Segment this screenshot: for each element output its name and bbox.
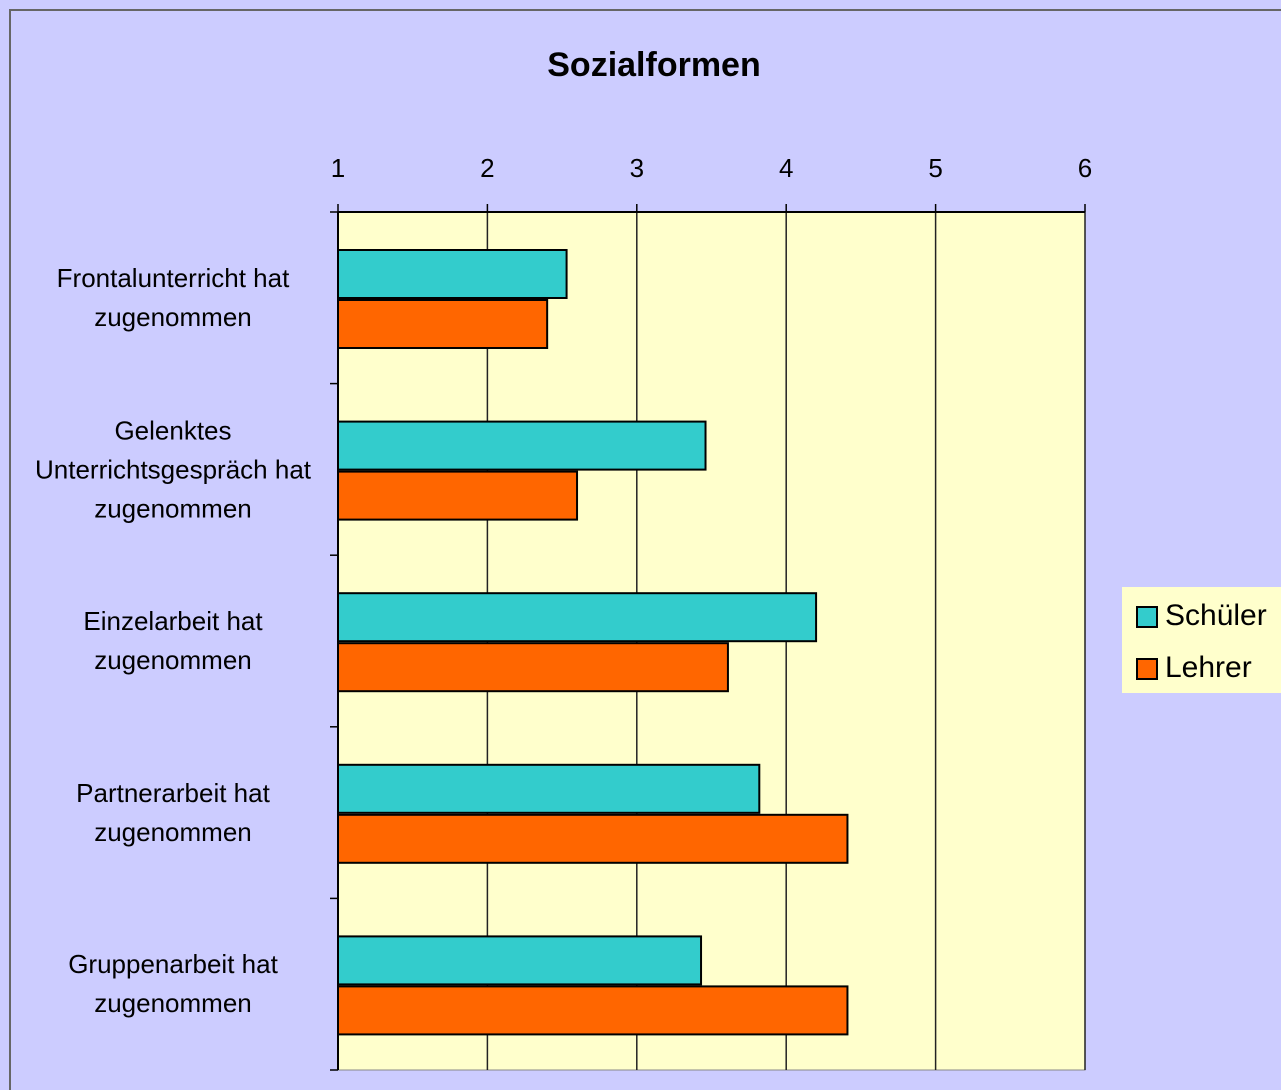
x-tick-label: 2 [480, 153, 494, 183]
x-tick-label: 4 [779, 153, 793, 183]
y-tick-label: Gelenktes Unterrichtsgespräch hat zugeno… [34, 415, 312, 524]
bar [337, 470, 579, 521]
y-tick-label: Gruppenarbeit hat zugenommen [68, 949, 278, 1019]
y-tick-label: Einzelarbeit hat zugenommen [83, 606, 263, 676]
bar [337, 249, 568, 299]
x-tick-label: 3 [630, 153, 644, 183]
x-tick-label: 6 [1078, 153, 1092, 183]
legend-swatch [1136, 658, 1158, 680]
bar [337, 935, 703, 986]
bar [337, 420, 707, 471]
y-tick-label: Partnerarbeit hat zugenommen [76, 777, 270, 847]
x-tick-label: 1 [331, 153, 345, 183]
bar [337, 763, 761, 814]
legend-label: Schüler [1165, 599, 1267, 632]
bar [337, 985, 849, 1036]
legend-label: Lehrer [1165, 651, 1252, 684]
chart-title: Sozialformen [547, 46, 760, 84]
bar [337, 592, 818, 643]
bar [337, 813, 849, 864]
legend-swatch [1136, 606, 1158, 628]
y-tick-label: Frontalunterricht hat zugenommen [56, 263, 290, 332]
bar [337, 299, 549, 349]
bar [337, 642, 729, 693]
x-tick-label: 5 [928, 153, 942, 183]
